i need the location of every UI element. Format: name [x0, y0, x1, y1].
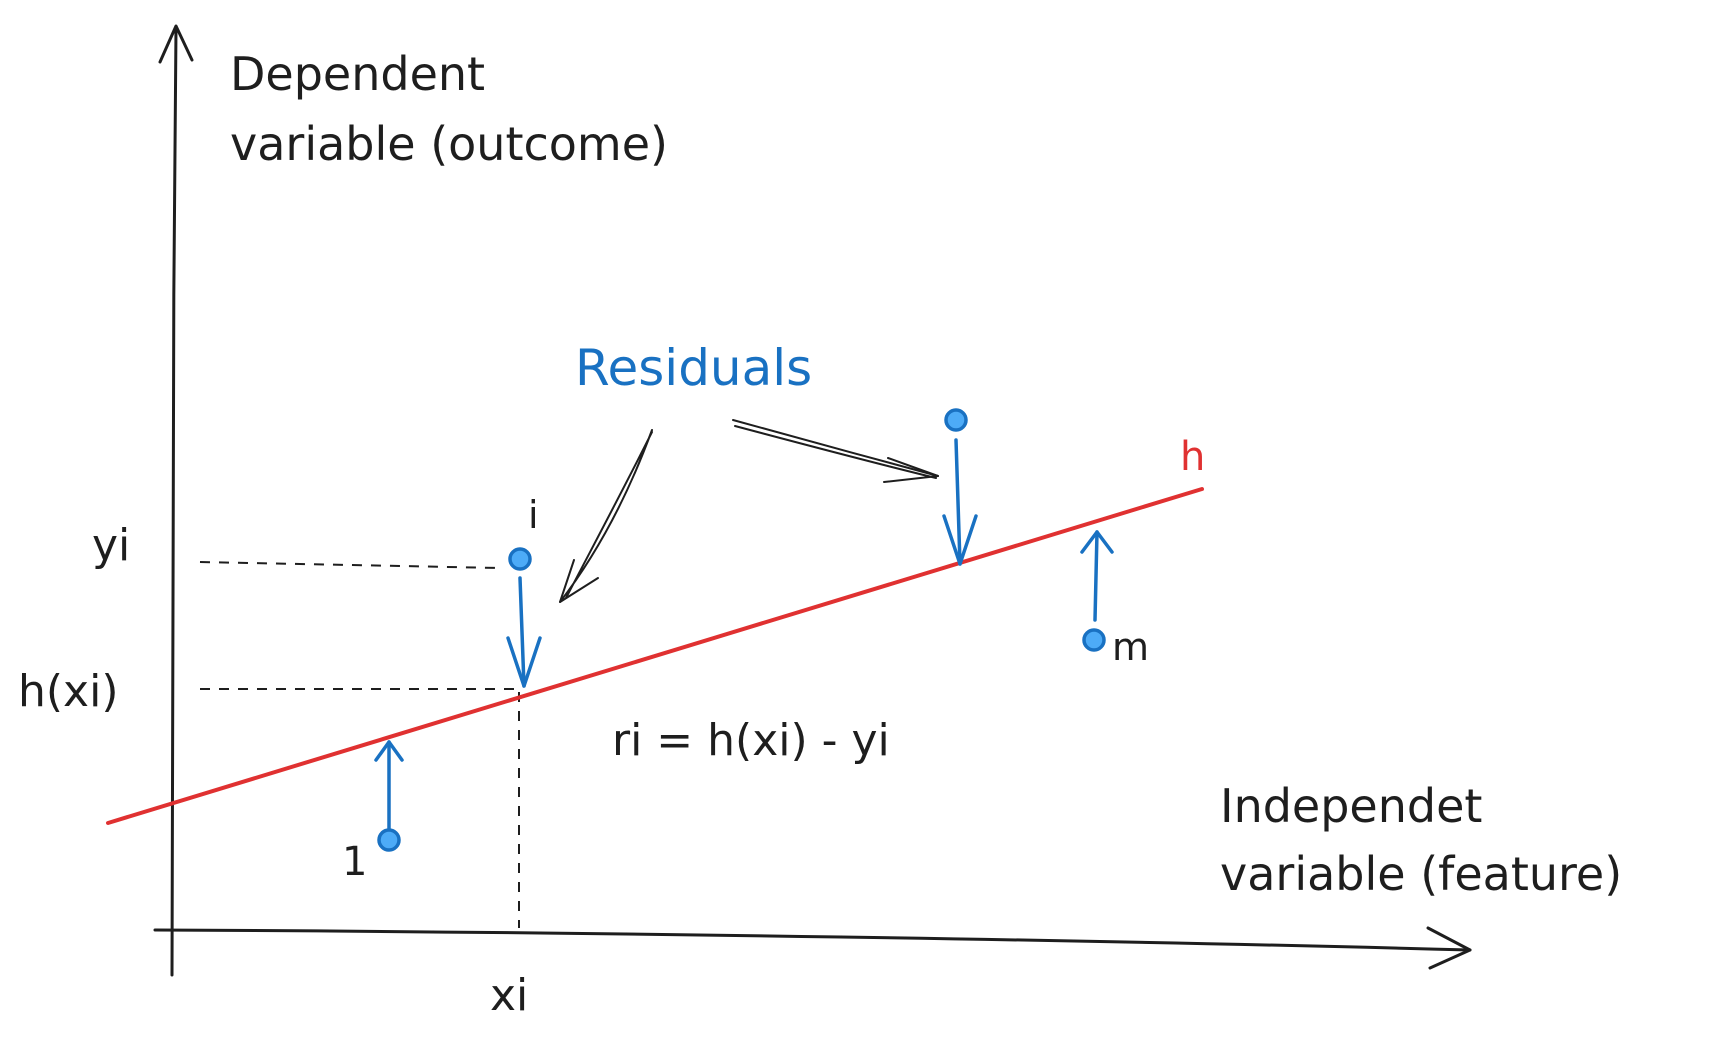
residual-arrow-m: [1093, 530, 1099, 622]
residual-arrow-3: [954, 438, 962, 566]
residuals-label: Residuals: [575, 339, 812, 397]
data-point-1: [377, 828, 401, 852]
guide-lines: [199, 561, 520, 928]
point-label-i: i: [528, 493, 539, 537]
x-axis: [153, 926, 1472, 970]
text-labels: Dependent variable (outcome) Independet …: [18, 47, 1622, 1021]
residual-arrow-i-head: [506, 636, 542, 688]
pointer-arrow-left: [559, 429, 653, 603]
residual-pointers: [559, 419, 939, 603]
residual-arrows: [374, 438, 1114, 832]
residual-arrow-1-head: [374, 740, 404, 762]
point-label-m: m: [1112, 625, 1149, 669]
point-label-1: 1: [342, 839, 367, 885]
residual-arrow-m-head: [1080, 530, 1114, 554]
tick-label-xi: xi: [490, 970, 528, 1021]
y-axis-label-line2: variable (outcome): [230, 117, 668, 171]
data-point-i: [508, 547, 532, 571]
pointer-arrow-right: [732, 419, 939, 479]
pointer-arrow-left-head: [559, 559, 599, 603]
regression-line-label: h: [1180, 434, 1205, 480]
tick-label-yi: yi: [92, 520, 130, 571]
x-axis-label-line2: variable (feature): [1220, 847, 1622, 901]
y-axis: [158, 24, 194, 977]
x-axis-label-line1: Independet: [1220, 779, 1482, 833]
data-point-3: [944, 408, 968, 432]
pointer-arrow-right-head: [883, 457, 939, 483]
data-point-m: [1082, 628, 1106, 652]
residual-arrow-3-head: [942, 514, 978, 566]
y-axis-label-line1: Dependent: [230, 47, 485, 101]
regression-line: [106, 487, 1204, 825]
residual-arrow-i: [518, 576, 526, 688]
data-points: [377, 408, 1106, 852]
tick-label-hxi: h(xi): [18, 666, 118, 717]
yi-guide-line: [199, 561, 501, 569]
residual-formula: ri = h(xi) - yi: [612, 715, 890, 766]
